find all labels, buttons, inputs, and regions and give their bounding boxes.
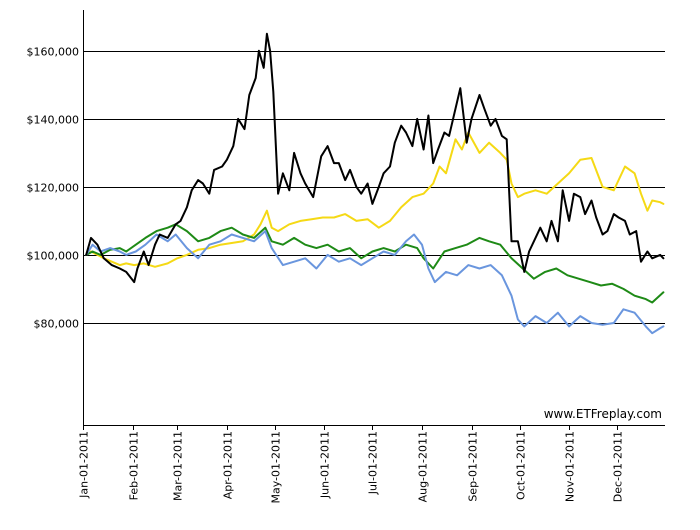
gridlines (83, 51, 665, 324)
x-tick-label: Feb-01-2011 (128, 431, 141, 500)
y-tick-label: $140,000 (27, 114, 80, 127)
x-tick-label: Nov-01-2011 (564, 431, 577, 502)
x-tick-label: Jun-01-2011 (319, 431, 332, 499)
x-axis: Jan-01-2011 Feb-01-2011 Mar-01-2011 Apr-01-… (78, 425, 665, 503)
series-line-1 (85, 131, 665, 268)
x-tick-label: May-01-2011 (270, 431, 283, 503)
series-lines (85, 32, 665, 335)
x-tick-label: Oct-01-2011 (515, 431, 528, 500)
series-line-2 (85, 223, 665, 304)
x-tick-label: Jul-01-2011 (367, 431, 380, 495)
x-tick-label: Dec-01-2011 (612, 431, 625, 502)
y-tick-label: $100,000 (27, 250, 80, 263)
x-tick-label: Apr-01-2011 (222, 431, 235, 499)
y-tick-label: $80,000 (34, 318, 80, 331)
x-tick-label: Mar-01-2011 (172, 431, 185, 501)
series-line-3 (85, 230, 665, 335)
x-tick-label: Jan-01-2011 (78, 431, 91, 499)
watermark-text: www.ETFreplay.com (544, 407, 662, 421)
x-tick-label: Aug-01-2011 (417, 431, 430, 502)
y-tick-label: $120,000 (27, 182, 80, 195)
x-tick-label: Sep-01-2011 (467, 431, 480, 502)
y-axis: $80,000 $100,000 $120,000 $140,000 $160,000 (27, 10, 84, 425)
series-line-0 (85, 32, 665, 284)
y-tick-label: $160,000 (27, 46, 80, 59)
